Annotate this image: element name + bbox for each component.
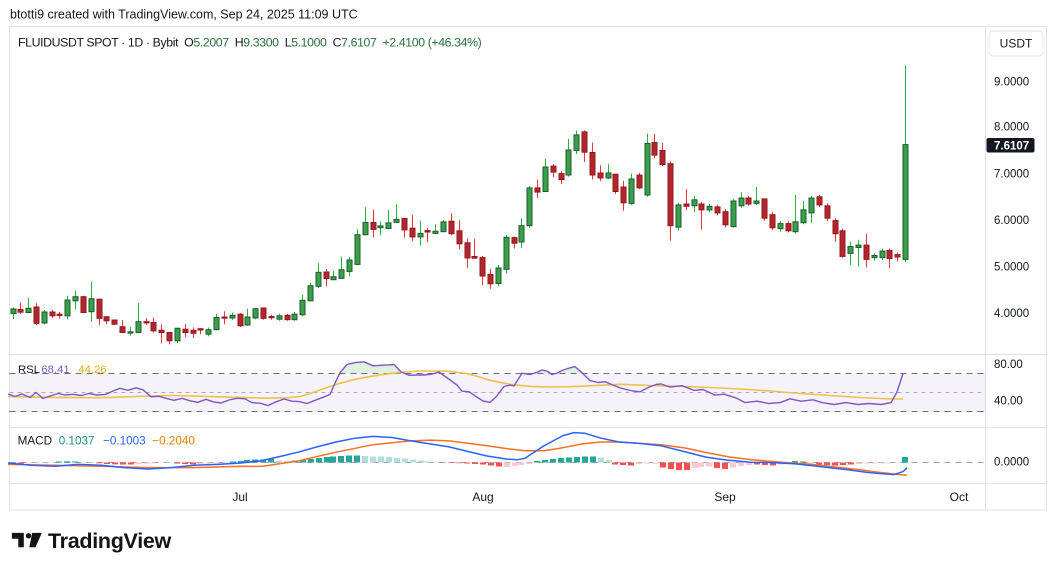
svg-text:Jul: Jul <box>232 490 247 504</box>
svg-text:5.0000: 5.0000 <box>994 262 1029 274</box>
svg-text:Sep: Sep <box>714 490 736 504</box>
svg-text:40.00: 40.00 <box>994 396 1023 408</box>
svg-text:7.0000: 7.0000 <box>994 169 1029 181</box>
svg-text:btotti9 created with TradingVi: btotti9 created with TradingView.com, Se… <box>10 8 358 22</box>
svg-text:0.0000: 0.0000 <box>994 457 1029 469</box>
svg-text:6.0000: 6.0000 <box>994 215 1029 227</box>
svg-text:Oct: Oct <box>950 490 969 504</box>
svg-text:FLUIDUSDT SPOT · 1D · Bybit O: FLUIDUSDT SPOT · 1D · Bybit O5.2007 H9.3… <box>18 36 482 50</box>
svg-text:80.00: 80.00 <box>994 359 1023 371</box>
svg-text:4.0000: 4.0000 <box>994 308 1029 320</box>
svg-text:7.6107: 7.6107 <box>994 141 1029 153</box>
svg-text:9.0000: 9.0000 <box>994 77 1029 89</box>
svg-text:Aug: Aug <box>472 490 493 504</box>
svg-text:TradingView: TradingView <box>48 529 172 553</box>
svg-text:USDT: USDT <box>1000 37 1033 51</box>
svg-text:8.0000: 8.0000 <box>994 122 1029 134</box>
